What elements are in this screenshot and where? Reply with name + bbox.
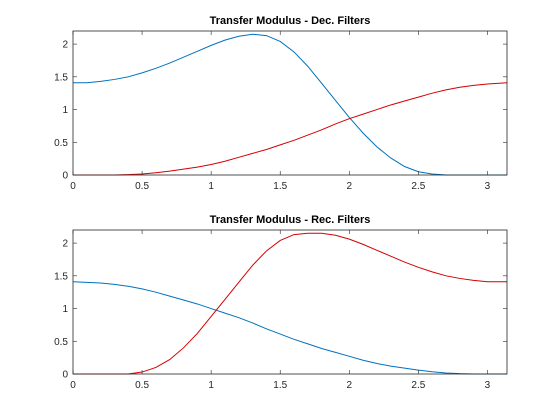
y-tick-label: 0.5 — [54, 337, 68, 348]
y-tick-label: 0.5 — [54, 138, 68, 149]
y-tick-label: 1.5 — [54, 72, 68, 83]
series-line-2 — [73, 82, 508, 176]
y-tick-label: 0 — [62, 370, 68, 381]
x-tick-label: 0.5 — [135, 181, 149, 192]
series-line-1 — [73, 33, 507, 176]
series-line-2 — [73, 232, 507, 375]
axes-box — [72, 229, 508, 375]
x-tick-label: 0.5 — [135, 380, 149, 391]
chart-panel-2: 0 0.5 1 1.5 2 2.5 3 0 0.5 1 1.5 2 Transfer Modulus -… — [54, 214, 508, 391]
x-tick-label: 1 — [208, 181, 214, 192]
x-tick-label: 1.5 — [273, 181, 287, 192]
chart-panel-1: 0 0.5 1 1.5 2 2.5 3 0 0.5 1 1.5 2 Transfer Modulus -… — [54, 15, 508, 192]
y-tick-label: 2 — [62, 239, 68, 250]
x-tick-label: 2 — [347, 380, 353, 391]
y-tick-label: 2 — [62, 40, 68, 51]
x-tick-label: 2 — [347, 181, 353, 192]
x-tick-label: 1 — [208, 380, 214, 391]
chart-title: Transfer Modulus - Rec. Filters — [210, 214, 371, 226]
x-tick-label: 0 — [70, 181, 76, 192]
series-line-1 — [72, 281, 507, 375]
x-tick-label: 0 — [70, 380, 76, 391]
x-tick-label: 2.5 — [411, 181, 425, 192]
axes-box — [72, 30, 508, 176]
y-tick-label: 0 — [62, 171, 68, 182]
y-tick-label: 1 — [62, 304, 68, 315]
chart-title: Transfer Modulus - Dec. Filters — [210, 15, 371, 27]
x-tick-label: 2.5 — [411, 380, 425, 391]
x-tick-label: 3 — [485, 181, 491, 192]
y-tick-label: 1.5 — [54, 271, 68, 282]
x-tick-label: 1.5 — [273, 380, 287, 391]
y-tick-label: 1 — [62, 105, 68, 116]
x-tick-label: 3 — [485, 380, 491, 391]
